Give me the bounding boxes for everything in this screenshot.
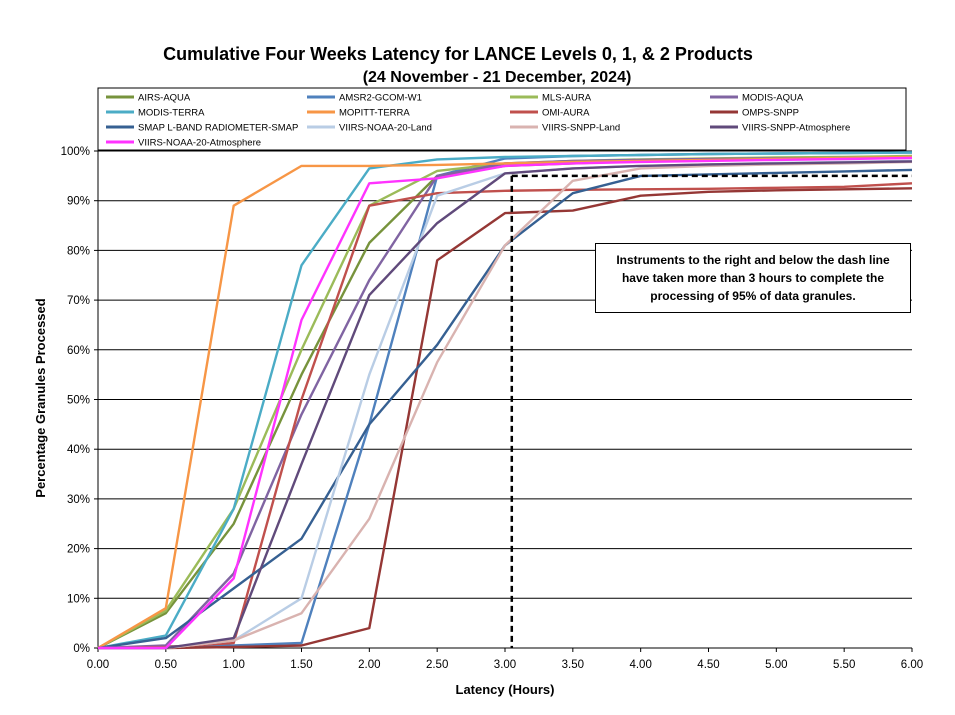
legend-label: OMI-AURA — [542, 108, 590, 119]
gridlines — [94, 150, 913, 652]
series-line-mopitt-terra — [97, 155, 913, 650]
series-line-viirs-snpp-atmosphere — [98, 160, 913, 650]
annotation-box: Instruments to the right and below the d… — [595, 243, 911, 313]
y-tick-label: 0% — [73, 643, 90, 655]
legend-label: AIRS-AQUA — [138, 93, 191, 104]
y-tick-label: 90% — [67, 196, 90, 208]
x-tick-label: 0.50 — [155, 659, 177, 671]
series-line-amsr2-gcom-w1 — [97, 151, 913, 650]
x-tick-label: 5.00 — [765, 659, 787, 671]
series-line-viirs-noaa-20-land — [98, 159, 913, 650]
x-tick-label: 5.50 — [833, 659, 855, 671]
x-tick-label: 4.00 — [629, 659, 651, 671]
series-line-omi-aura — [97, 182, 913, 650]
legend-label: SMAP L-BAND RADIOMETER-SMAP — [138, 123, 298, 134]
legend: AIRS-AQUA AMSR2-GCOM-W1 MLS-AURA MODIS-AQUA… — [97, 87, 907, 151]
y-tick-label: 50% — [67, 395, 90, 407]
y-tick-label: 80% — [67, 245, 90, 257]
legend-label: MODIS-AQUA — [742, 93, 804, 104]
x-tick-label: 0.00 — [87, 659, 109, 671]
legend-box — [97, 87, 907, 151]
x-tick-label: 3.00 — [494, 659, 516, 671]
series-line-airs-aqua — [97, 155, 913, 650]
x-tick-label: 3.50 — [562, 659, 584, 671]
threshold-dash-line — [510, 174, 912, 648]
legend-label: VIIRS-NOAA-20-Atmosphere — [138, 138, 261, 149]
y-tick-label: 30% — [67, 494, 90, 506]
x-tick-label: 4.50 — [697, 659, 719, 671]
x-tick-labels: 0.00 0.50 1.00 1.50 2.00 2.50 3.00 3.50 4.00 4.50… — [87, 659, 923, 671]
legend-label: OMPS-SNPP — [742, 108, 799, 119]
y-tick-label: 100% — [61, 146, 90, 158]
y-tick-label: 10% — [67, 593, 90, 605]
legend-label: VIIRS-SNPP-Atmosphere — [742, 123, 850, 134]
series-lines — [97, 151, 913, 650]
legend-label: VIIRS-NOAA-20-Land — [339, 123, 432, 134]
legend-label: MLS-AURA — [542, 93, 592, 104]
y-tick-label: 70% — [67, 295, 90, 307]
series-line-modis-aqua — [97, 156, 913, 650]
series-line-viirs-noaa-20-atmosphere — [98, 156, 913, 650]
x-axis-label: Latency (Hours) — [456, 682, 555, 697]
legend-label: AMSR2-GCOM-W1 — [339, 93, 422, 104]
x-tick-label: 6.00 — [901, 659, 923, 671]
chart-title: Cumulative Four Weeks Latency for LANCE … — [163, 44, 753, 64]
y-tick-label: 40% — [67, 444, 90, 456]
series-line-smap-l-band-radiometer-smap — [97, 168, 913, 650]
y-tick-label: 20% — [67, 544, 90, 556]
legend-label: VIIRS-SNPP-Land — [542, 123, 620, 134]
y-tick-label: 60% — [67, 345, 90, 357]
y-axis-label: Percentage Granules Processed — [33, 298, 48, 497]
legend-label: MOPITT-TERRA — [339, 108, 410, 119]
x-tick-label: 1.50 — [290, 659, 312, 671]
x-tick-label: 2.50 — [426, 659, 448, 671]
x-tick-label: 2.00 — [358, 659, 380, 671]
x-tick-label: 1.00 — [222, 659, 244, 671]
series-line-omps-snpp — [98, 187, 913, 650]
y-tick-labels: 0% 10% 20% 30% 40% 50% 60% 70% 80% 90% 100% — [61, 146, 90, 655]
legend-items: AIRS-AQUA AMSR2-GCOM-W1 MLS-AURA MODIS-AQUA… — [106, 93, 850, 149]
series-line-modis-terra — [97, 151, 913, 650]
series-line-viirs-snpp-land — [98, 160, 913, 650]
chart-subtitle: (24 November - 21 December, 2024) — [363, 69, 632, 86]
legend-label: MODIS-TERRA — [138, 108, 205, 119]
series-line-mls-aura — [97, 154, 913, 650]
